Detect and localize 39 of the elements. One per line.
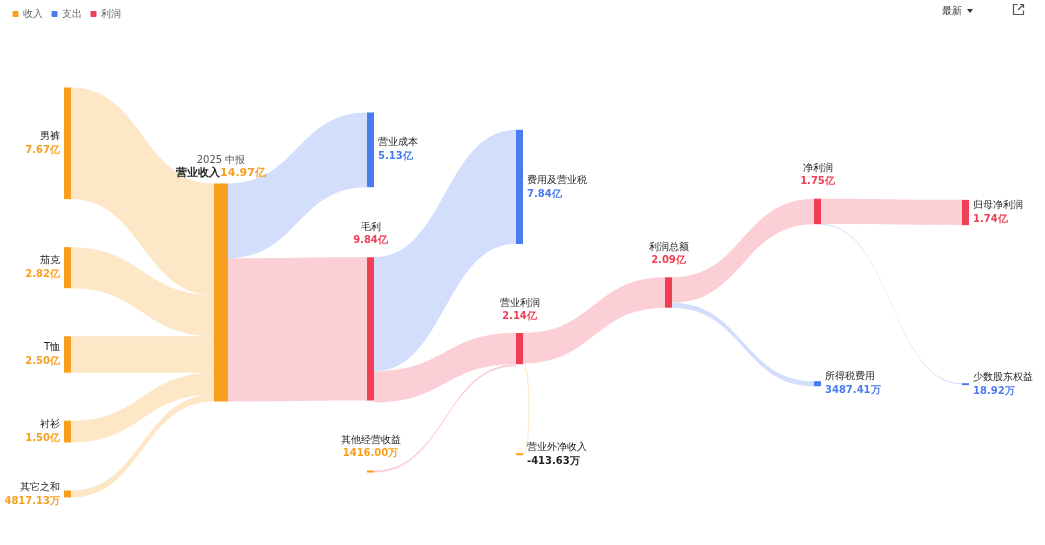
category-label: 茄克 — [40, 254, 60, 266]
data-label: -413.63万 — [527, 454, 580, 466]
category-label: 所得税费用 — [825, 370, 875, 382]
category-label: 费用及营业税 — [527, 173, 587, 185]
data-label: 4817.13万 — [4, 494, 60, 506]
category-label: 其它之和 — [20, 480, 60, 492]
data-label: 7.67亿 — [25, 143, 61, 155]
category-label: 毛利 — [360, 220, 381, 232]
category-label: 归母净利润 — [973, 199, 1023, 211]
data-label: 2.82亿 — [25, 268, 61, 280]
category-label: 营业成本 — [378, 136, 418, 148]
category-label: 营业收入 — [175, 166, 222, 180]
category-label: T恤 — [42, 341, 60, 353]
data-label: 1.74亿 — [973, 213, 1009, 225]
data-label: 1.75亿 — [800, 175, 836, 187]
category-label: 营业外净收入 — [527, 440, 587, 452]
category-label: 其他经营收益 — [340, 434, 401, 446]
data-label: 2.09亿 — [651, 253, 687, 265]
data-label: 14.97亿 — [220, 166, 267, 180]
category-label: 男裤 — [40, 129, 60, 141]
category-label: 少数股东权益 — [973, 370, 1033, 382]
legend-label: 收入 — [23, 7, 43, 19]
data-label: 3487.41万 — [825, 384, 881, 396]
text: 2025 中报 — [196, 154, 246, 166]
category-label: 净利润 — [802, 162, 833, 174]
data-label: 2.50亿 — [25, 355, 61, 367]
data-label: 5.13亿 — [378, 150, 414, 162]
data-label: 7.84亿 — [527, 187, 563, 199]
data-label: 1416.00万 — [342, 447, 399, 459]
data-label: 2.14亿 — [502, 309, 538, 321]
category-label: 利润总额 — [648, 240, 689, 252]
category-label: 营业利润 — [499, 296, 540, 308]
dropdown: 最新 — [942, 3, 973, 18]
data-label: 9.84亿 — [353, 233, 389, 245]
data-label: 1.50亿 — [25, 432, 61, 444]
legend-label: 支出 — [62, 7, 82, 19]
legend-label: 利润 — [101, 7, 121, 19]
category-label: 衬衫 — [40, 418, 60, 430]
data-label: 18.92万 — [973, 384, 1015, 396]
